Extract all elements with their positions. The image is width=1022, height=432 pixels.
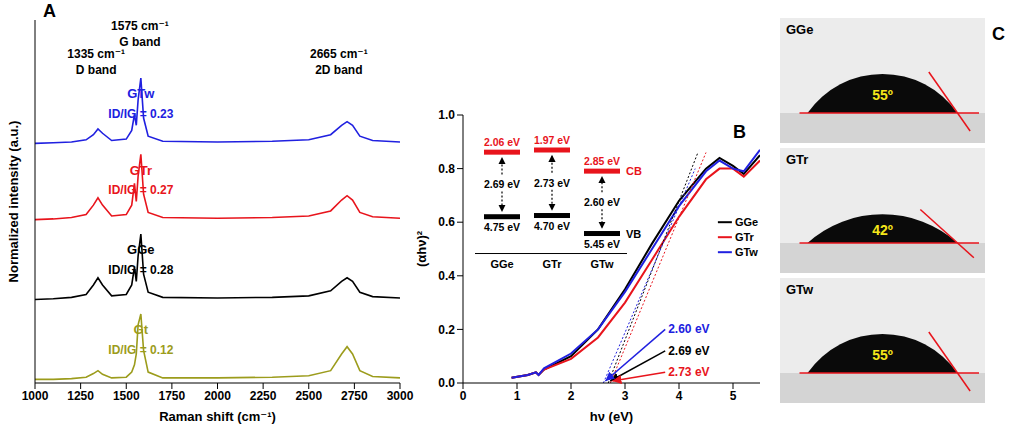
svg-text:1250: 1250 [67, 389, 94, 403]
svg-text:2750: 2750 [341, 389, 368, 403]
svg-text:CB: CB [626, 165, 642, 177]
svg-text:1000: 1000 [22, 389, 49, 403]
svg-text:GGe: GGe [735, 216, 758, 228]
svg-text:GGe: GGe [786, 22, 813, 37]
svg-text:2500: 2500 [295, 389, 322, 403]
svg-text:ID/IG = 0.23: ID/IG = 0.23 [108, 107, 173, 121]
svg-text:1.97 eV: 1.97 eV [534, 134, 570, 146]
svg-text:D band: D band [76, 63, 117, 77]
svg-text:2D band: 2D band [315, 63, 362, 77]
svg-text:0: 0 [460, 389, 467, 403]
svg-text:GTw: GTw [786, 282, 814, 297]
svg-text:C: C [992, 24, 1005, 44]
svg-text:GTr: GTr [130, 163, 152, 178]
svg-text:ID/IG = 0.12: ID/IG = 0.12 [108, 343, 173, 357]
svg-text:1500: 1500 [113, 389, 140, 403]
svg-text:ID/IG = 0.28: ID/IG = 0.28 [108, 263, 173, 277]
svg-text:3000: 3000 [387, 389, 414, 403]
svg-text:GTr: GTr [735, 231, 755, 243]
svg-text:5: 5 [730, 389, 737, 403]
svg-text:4: 4 [676, 389, 683, 403]
svg-text:A: A [43, 1, 56, 21]
svg-text:Gt: Gt [134, 322, 149, 337]
svg-text:42º: 42º [872, 222, 893, 238]
svg-text:GTw: GTw [590, 258, 613, 270]
svg-text:4.75 eV: 4.75 eV [484, 221, 520, 233]
svg-text:5.45 eV: 5.45 eV [584, 238, 620, 250]
svg-text:GTw: GTw [735, 246, 758, 258]
svg-text:2.60 eV: 2.60 eV [668, 322, 709, 336]
svg-text:GTr: GTr [786, 152, 808, 167]
svg-text:GTw: GTw [127, 86, 155, 101]
svg-text:G band: G band [119, 35, 160, 49]
svg-text:55º: 55º [872, 87, 893, 103]
svg-text:GGe: GGe [127, 242, 154, 257]
svg-text:ID/IG = 0.27: ID/IG = 0.27 [108, 183, 173, 197]
svg-text:2.69 eV: 2.69 eV [668, 344, 709, 358]
svg-text:(αhν)²: (αhν)² [415, 230, 429, 267]
svg-text:0.0: 0.0 [438, 376, 455, 390]
svg-text:1335 cm⁻¹: 1335 cm⁻¹ [67, 47, 125, 61]
svg-text:3: 3 [622, 389, 629, 403]
svg-text:2.60 eV: 2.60 eV [584, 196, 620, 208]
svg-text:2.73 eV: 2.73 eV [668, 365, 709, 379]
svg-text:Normalized intensity (a.u.): Normalized intensity (a.u.) [6, 121, 21, 283]
svg-text:GGe: GGe [490, 258, 513, 270]
svg-text:hν (eV): hν (eV) [590, 409, 633, 424]
svg-text:2.06 eV: 2.06 eV [484, 136, 520, 148]
svg-text:GTr: GTr [543, 258, 563, 270]
svg-text:0.6: 0.6 [438, 215, 455, 229]
svg-text:55º: 55º [872, 347, 893, 363]
svg-text:2.73 eV: 2.73 eV [534, 177, 570, 189]
svg-text:0.4: 0.4 [438, 269, 455, 283]
svg-text:1575 cm⁻¹: 1575 cm⁻¹ [111, 19, 169, 33]
svg-text:2250: 2250 [250, 389, 277, 403]
svg-text:0.2: 0.2 [438, 323, 455, 337]
svg-text:4.70 eV: 4.70 eV [534, 220, 570, 232]
svg-text:1: 1 [514, 389, 521, 403]
svg-text:2.85 eV: 2.85 eV [584, 155, 620, 167]
svg-text:1750: 1750 [159, 389, 186, 403]
svg-text:2665 cm⁻¹: 2665 cm⁻¹ [310, 47, 368, 61]
svg-text:Raman shift (cm⁻¹): Raman shift (cm⁻¹) [159, 409, 276, 424]
svg-text:2000: 2000 [204, 389, 231, 403]
svg-text:B: B [733, 122, 746, 142]
svg-text:1.0: 1.0 [438, 108, 455, 122]
svg-text:0.8: 0.8 [438, 162, 455, 176]
svg-text:2: 2 [568, 389, 575, 403]
svg-text:VB: VB [626, 228, 641, 240]
svg-text:2.69 eV: 2.69 eV [484, 178, 520, 190]
